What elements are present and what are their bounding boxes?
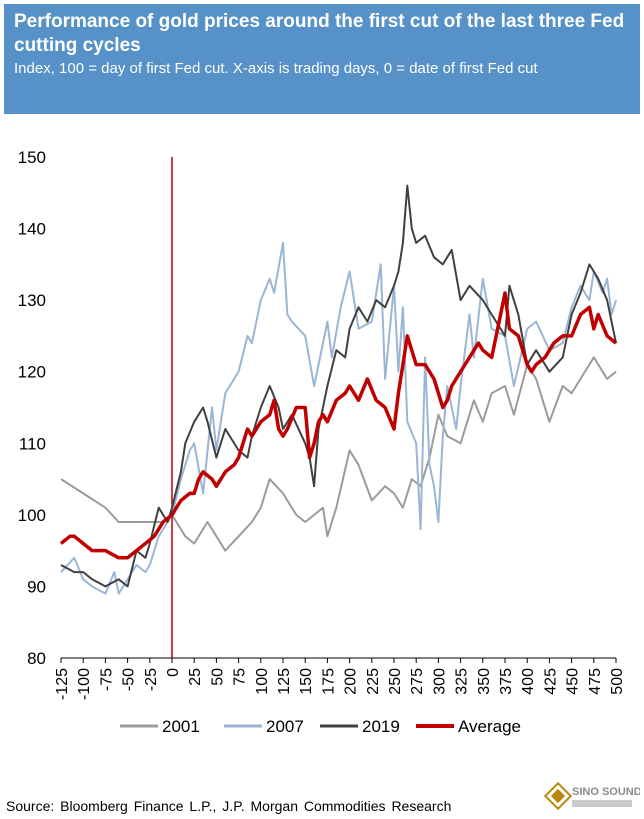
- chart-subtitle: Index, 100 = day of first Fed cut. X-axi…: [14, 60, 538, 77]
- x-tick-label: -50: [121, 668, 138, 691]
- series-lines: [59, 184, 618, 595]
- x-tick-label: -125: [54, 668, 71, 700]
- series-line-average: [59, 291, 618, 560]
- x-tick-label: 125: [276, 668, 293, 695]
- x-tick-label: 475: [587, 668, 604, 695]
- y-tick-label: 150: [18, 148, 46, 167]
- x-tick-label: 500: [609, 668, 626, 695]
- source-note: Source: Bloomberg Finance L.P., J.P. Mor…: [6, 798, 452, 814]
- x-tick-label: 25: [187, 668, 204, 686]
- x-tick-label: 300: [431, 668, 448, 695]
- chart-header: Performance of gold prices around the fi…: [4, 4, 640, 114]
- watermark-logo: SINO SOUND: [543, 780, 642, 814]
- x-tick-label: 150: [298, 668, 315, 695]
- series-line-2007: [60, 241, 617, 595]
- x-tick-label: 400: [520, 668, 537, 695]
- y-tick-label: 120: [18, 363, 46, 382]
- x-tick-label: 175: [320, 668, 337, 695]
- x-tick-label: 75: [232, 668, 249, 686]
- series-line-2019: [60, 184, 617, 588]
- legend-label-2007: 2007: [266, 717, 304, 736]
- y-axis: 150 140 130 120 110 100 90 80: [18, 148, 46, 668]
- x-tick-label: -100: [76, 668, 93, 700]
- watermark-subtext: [572, 800, 632, 807]
- y-tick-label: 90: [27, 577, 46, 596]
- x-tick-label: 325: [454, 668, 471, 695]
- legend-label-2019: 2019: [362, 717, 400, 736]
- x-axis: -125 -100 -75 -50 -25 0 25 50 75 100 125 150 175 200 2…: [54, 157, 626, 700]
- x-tick-label: 50: [209, 668, 226, 686]
- watermark-text: SINO SOUND: [572, 786, 640, 798]
- x-tick-label: 200: [343, 668, 360, 695]
- x-tick-label: 450: [565, 668, 582, 695]
- series-line-2001: [60, 356, 617, 552]
- x-tick-label: 0: [165, 668, 182, 677]
- x-tick-label: 425: [542, 668, 559, 695]
- chart-title: Performance of gold prices around the fi…: [14, 11, 625, 56]
- diamond-icon: [543, 781, 573, 811]
- x-tick-label: 100: [254, 668, 271, 695]
- legend-label-2001: 2001: [162, 717, 200, 736]
- x-tick-label: 275: [409, 668, 426, 695]
- y-tick-label: 80: [27, 649, 46, 668]
- x-tick-label: 375: [498, 668, 515, 695]
- x-tick-label: 250: [387, 668, 404, 695]
- legend-label-average: Average: [458, 717, 521, 736]
- y-tick-label: 100: [18, 506, 46, 525]
- y-tick-label: 110: [19, 434, 46, 453]
- legend: 2001 2007 2019 Average: [120, 717, 521, 736]
- y-tick-label: 140: [18, 220, 46, 239]
- x-tick-label: -75: [98, 668, 115, 691]
- x-tick-label: -25: [143, 668, 160, 691]
- x-tick-label: 350: [476, 668, 493, 695]
- y-tick-label: 130: [18, 291, 46, 310]
- x-tick-label: 225: [365, 668, 382, 695]
